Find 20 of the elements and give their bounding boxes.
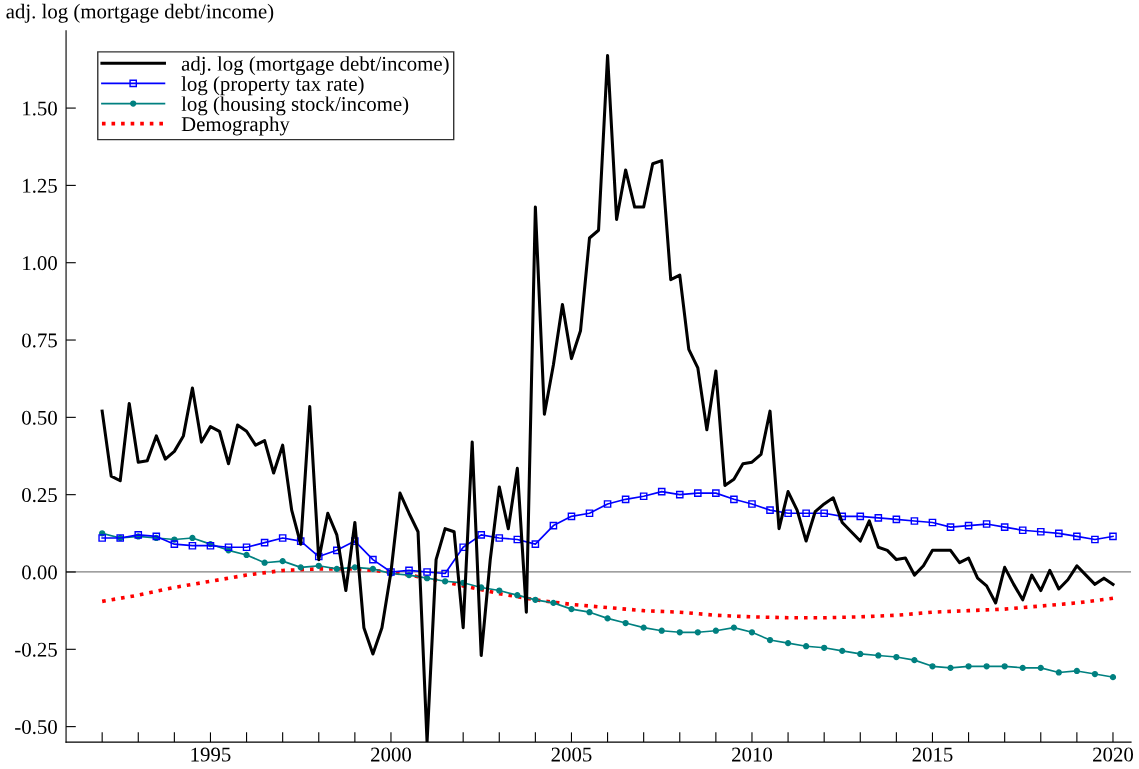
x-tick-label: 2010 <box>732 747 773 762</box>
y-tick-label: 1.50 <box>23 101 57 116</box>
y-tick-label: -0.25 <box>15 642 57 657</box>
y-tick-label: 0.75 <box>22 333 57 348</box>
legend-label: log (property tax rate) <box>181 76 364 96</box>
legend-label: Demography <box>181 116 290 136</box>
y-tick-label: 0.00 <box>22 565 57 580</box>
y-tick-label: 1.25 <box>23 178 57 193</box>
y-tick-label: -0.50 <box>15 720 57 735</box>
x-tick-label: 2005 <box>551 747 592 762</box>
legend-label: adj. log (mortgage debt/income) <box>181 56 449 76</box>
y-axis-title: adj. log (mortgage debt/income) <box>6 3 274 23</box>
legend-label: log (housing stock/income) <box>181 96 409 116</box>
y-tick-label: 0.50 <box>22 410 57 425</box>
x-tick-label: 2020 <box>1093 747 1134 762</box>
x-tick-label: 1995 <box>191 747 231 762</box>
y-tick-label: 0.25 <box>22 488 57 503</box>
x-tick-label: 2000 <box>371 747 412 762</box>
x-tick-label: 2015 <box>912 747 953 762</box>
y-tick-label: 1.00 <box>23 256 57 271</box>
